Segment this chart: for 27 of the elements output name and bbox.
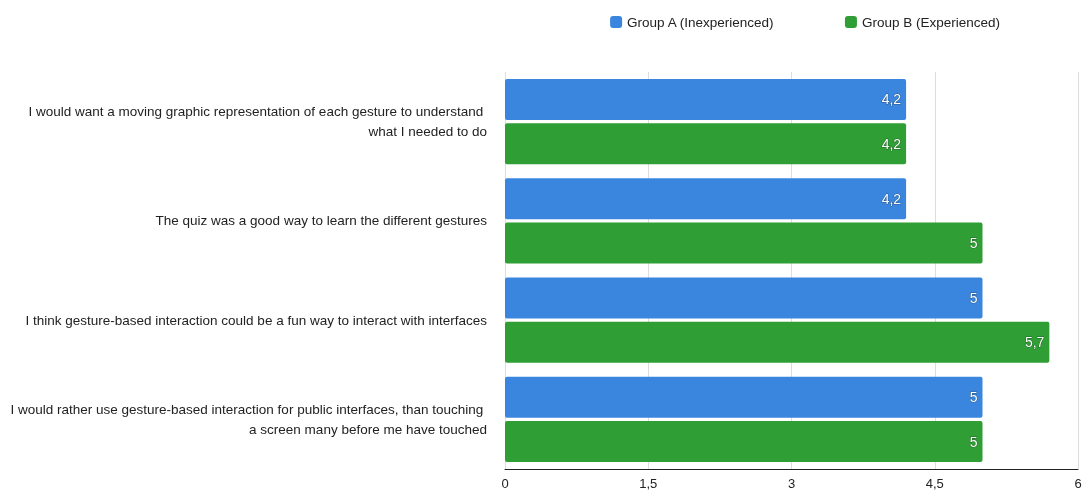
y-tick-label: The quiz was a good way to learn the different gestures	[155, 213, 488, 229]
data-label: 4,2	[881, 190, 902, 207]
x-tick-label: 4,5	[925, 476, 944, 491]
data-label: 5	[969, 289, 978, 306]
data-label: 4,2	[881, 135, 902, 152]
legend-label: Group B (Experienced)	[861, 14, 1001, 30]
y-tick-label: I would rather use gesture-based interaction for public interfaces, than touching a screen many before me have touched	[10, 401, 487, 437]
legend-label: Group A (Inexperienced)	[627, 14, 774, 30]
bar	[505, 78, 907, 120]
data-label: 5,7	[1024, 334, 1045, 351]
bar	[505, 222, 983, 264]
bar	[505, 123, 907, 165]
y-tick-label: I would want a moving graphic representation of each gesture to understand what I needed to do	[28, 104, 487, 140]
data-label: 4,2	[881, 91, 902, 108]
x-tick-label: 0	[501, 476, 509, 491]
x-tick-label: 3	[787, 476, 796, 491]
data-label: 5	[969, 389, 978, 406]
bar	[505, 376, 983, 418]
x-tick-label: 1,5	[639, 476, 658, 491]
bar	[505, 277, 983, 319]
data-label: 5	[969, 433, 978, 450]
data-label: 5	[969, 235, 978, 252]
bar	[505, 421, 983, 463]
x-tick-label: 6	[1074, 476, 1082, 491]
bar	[505, 178, 907, 220]
y-tick-label: I think gesture-based interaction could be a fun way to interact with interfaces	[25, 312, 488, 328]
bar	[505, 321, 1050, 363]
